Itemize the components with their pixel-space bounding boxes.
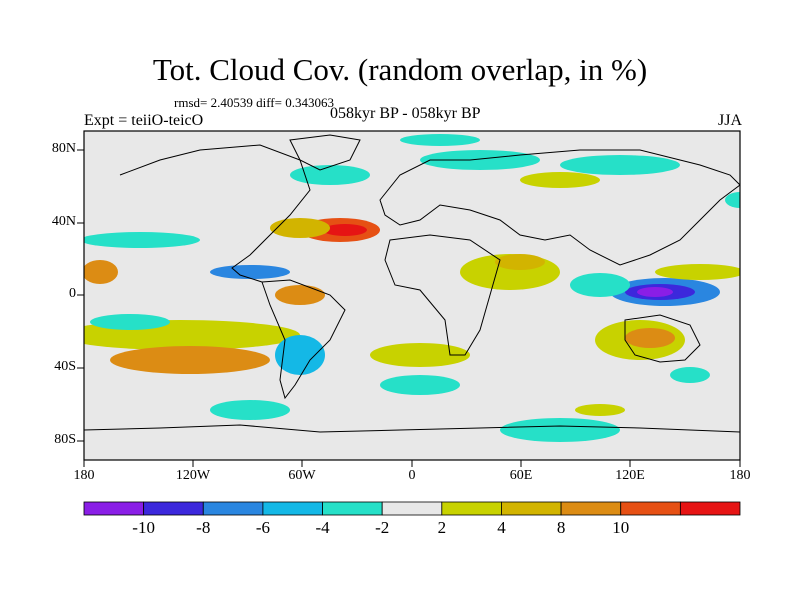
colorbar-swatch-4	[322, 501, 383, 516]
colorbar-label-6: 4	[497, 518, 506, 537]
coast-eurasia	[379, 149, 740, 266]
colorbar-label-5: 2	[437, 518, 447, 537]
lat-label-80n: 80N	[51, 141, 76, 156]
lon-label-120w: 120W	[175, 468, 211, 483]
colorbar-label-3: -4	[315, 518, 330, 537]
period-label: 058kyr BP - 058kyr BP	[330, 105, 481, 122]
lat-label-40s: 40S	[54, 359, 76, 374]
season-label: JJA	[717, 112, 742, 129]
colorbar	[83, 501, 741, 516]
coast-africa	[384, 234, 501, 356]
lat-label-eq: 0	[69, 286, 76, 301]
lon-label-60e: 60E	[509, 468, 533, 483]
colorbar-swatch-0	[83, 501, 145, 516]
coast-south-america	[261, 279, 346, 400]
lon-label-120e: 120E	[615, 468, 645, 483]
colorbar-swatch-3	[262, 501, 323, 516]
coastlines	[84, 134, 740, 433]
colorbar-swatch-9	[620, 501, 681, 516]
coast-antarctica	[84, 424, 740, 433]
colorbar-swatch-7	[501, 501, 562, 516]
lon-label-0: 0	[408, 468, 416, 483]
colorbar-swatch-1	[143, 501, 204, 516]
lon-label-180w: 180	[73, 468, 95, 483]
axis-ticks	[77, 149, 741, 467]
lon-label-60w: 60W	[288, 468, 316, 483]
colorbar-swatch-6	[441, 501, 502, 516]
coast-australia	[624, 314, 701, 363]
colorbar-swatch-2	[202, 501, 264, 516]
map-title: Tot. Cloud Cov. (random overlap, in %)	[152, 52, 648, 87]
colorbar-label-8: 10	[612, 518, 630, 537]
stats-line: rmsd= 2.40539 diff= 0.343063	[174, 95, 334, 110]
colorbar-label-7: 8	[556, 518, 566, 537]
experiment-label: Expt = teiiO-teicO	[84, 112, 204, 129]
coast-greenland	[289, 134, 361, 171]
colorbar-label-2: -6	[255, 518, 270, 537]
lat-label-80s: 80S	[54, 432, 76, 447]
colorbar-label-1: -8	[196, 518, 211, 537]
colorbar-swatch-10	[679, 501, 741, 516]
lat-label-40n: 40N	[51, 214, 76, 229]
colorbar-label-4: -2	[375, 518, 390, 537]
map-field	[84, 131, 740, 460]
lon-label-180e: 180	[729, 468, 751, 483]
colorbar-swatch-5	[381, 501, 443, 516]
colorbar-swatch-8	[560, 501, 622, 516]
coast-north-america	[119, 144, 311, 283]
colorbar-label-0: -10	[132, 518, 155, 537]
